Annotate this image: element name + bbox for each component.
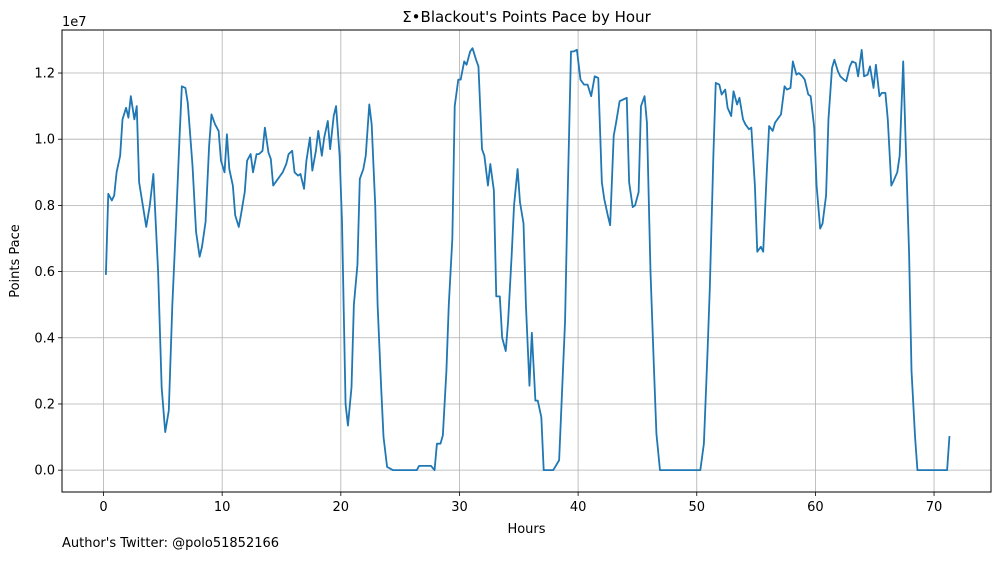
y-tick-label: 1.0	[34, 133, 55, 148]
y-tick-label: 0.6	[34, 265, 55, 280]
y-tick-label: 0.4	[34, 331, 55, 346]
x-tick-label: 10	[214, 500, 231, 515]
x-axis-label: Hours	[507, 522, 545, 537]
y-axis: 0.0 0.2 0.4 0.6 0.8 1.0 1.2	[34, 67, 62, 479]
y-tick-label: 0.2	[34, 397, 55, 412]
author-credit: Author's Twitter: @polo51852166	[62, 536, 280, 551]
x-tick-label: 40	[570, 500, 587, 515]
x-tick-label: 50	[688, 500, 705, 515]
chart-title: Σ•Blackout's Points Pace by Hour	[402, 8, 651, 26]
x-tick-label: 70	[926, 500, 943, 515]
points-pace-line	[105, 47, 951, 472]
x-tick-label: 30	[451, 500, 468, 515]
y-tick-label: 0.0	[34, 464, 55, 479]
x-tick-label: 0	[99, 500, 107, 515]
y-axis-label: Points Pace	[8, 224, 23, 298]
x-tick-label: 20	[333, 500, 350, 515]
grid-lines	[62, 30, 991, 492]
plot-frame	[61, 29, 992, 493]
y-tick-label: 0.8	[34, 199, 55, 214]
x-axis: 0 10 20 30 40 50 60 70	[99, 492, 942, 515]
y-axis-multiplier: 1e7	[62, 15, 87, 30]
y-tick-label: 1.2	[34, 67, 55, 82]
x-tick-label: 60	[807, 500, 824, 515]
